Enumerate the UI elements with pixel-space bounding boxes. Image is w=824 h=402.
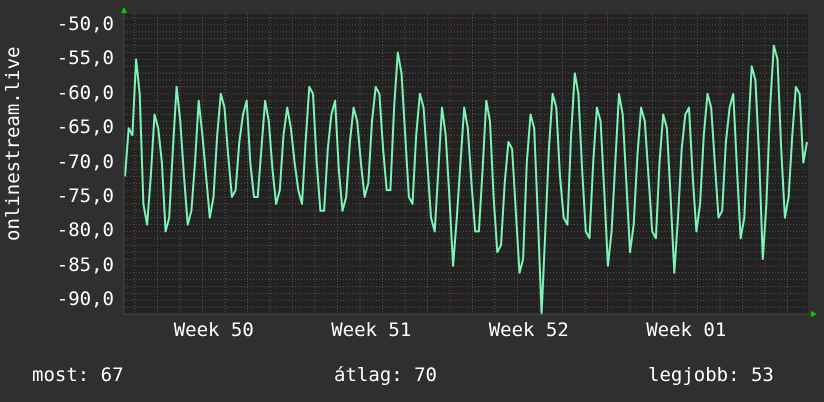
y-tick-label: -90,0 xyxy=(56,288,114,311)
y-tick-label: -50,0 xyxy=(56,13,114,35)
y-tick-label: -60,0 xyxy=(56,81,114,104)
x-tick-label: Week 52 xyxy=(488,319,569,341)
y-axis-label: onlinestream.live xyxy=(2,46,24,241)
y-tick-label: -55,0 xyxy=(56,47,114,70)
y-tick-label: -80,0 xyxy=(56,219,114,242)
best-value: legjobb: 53 xyxy=(648,364,774,386)
y-tick-label: -85,0 xyxy=(56,253,114,276)
y-tick-label: -75,0 xyxy=(56,185,114,208)
average-value: átlag: 70 xyxy=(334,364,437,386)
x-tick-label: Week 50 xyxy=(173,319,254,341)
data-series-line xyxy=(124,44,808,315)
y-tick-label: -70,0 xyxy=(56,150,114,173)
y-tick-label: -65,0 xyxy=(56,116,114,139)
x-axis-arrow-icon xyxy=(811,311,817,317)
y-axis-arrow-icon xyxy=(121,7,127,13)
x-tick-label: Week 01 xyxy=(646,319,727,341)
current-value: most: 67 xyxy=(32,364,124,386)
x-tick-label: Week 51 xyxy=(331,319,412,341)
